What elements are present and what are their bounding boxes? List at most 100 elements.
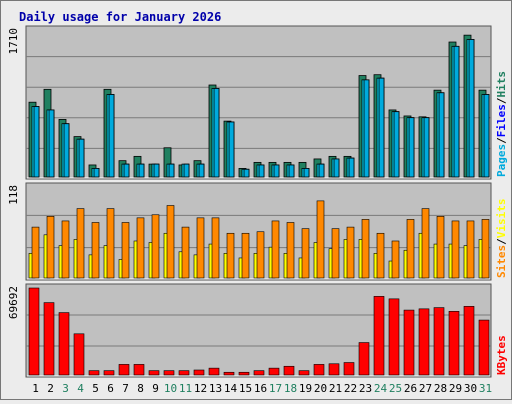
bar-sites-day-5 [91, 222, 100, 279]
bar-kbytes-day-6 [103, 370, 115, 376]
x-tick-label-day-16: 16 [254, 382, 267, 395]
x-axis-day-labels: 1 2 3 4 5 6 7 8 9 10 11 12 13 14 15 16 17 18 19 20 21 22 23 24 2… [32, 382, 492, 395]
bar-pages-day-18 [288, 164, 295, 178]
bar-sites-day-18 [286, 222, 295, 279]
legend-item-1: / [495, 238, 508, 245]
x-tick-label-day-22: 22 [344, 382, 357, 395]
bar-pages-day-6 [108, 94, 115, 178]
bar-pages-day-5 [93, 168, 100, 178]
bar-sites-day-26 [406, 219, 415, 279]
bar-sites-day-30 [466, 220, 475, 279]
bar-pages-day-27 [423, 117, 430, 178]
bar-sites-day-17 [271, 220, 280, 279]
bar-sites-day-2 [46, 216, 55, 279]
y-max-label: 118 [7, 185, 20, 205]
bar-kbytes-day-24 [373, 296, 385, 376]
bar-kbytes-day-8 [133, 364, 145, 376]
chart-title: Daily usage for January 2026 [19, 10, 221, 24]
x-tick-label-day-29: 29 [449, 382, 462, 395]
bar-sites-day-6 [106, 208, 115, 279]
bar-kbytes-day-27 [418, 308, 430, 376]
legend-item-2: Visits [495, 199, 508, 239]
bar-kbytes-day-16 [253, 370, 265, 376]
bar-kbytes-day-17 [268, 367, 280, 376]
bar-pages-day-21 [333, 158, 340, 178]
bar-kbytes-day-7 [118, 364, 130, 376]
x-tick-label-day-6: 6 [107, 382, 114, 395]
bar-pages-day-12 [198, 163, 205, 178]
panel-legend: KBytes [495, 335, 508, 375]
bar-kbytes-day-18 [283, 365, 295, 376]
bar-kbytes-day-10 [163, 370, 175, 376]
bar-kbytes-day-4 [73, 333, 85, 376]
bar-pages-day-15 [243, 168, 250, 178]
bar-pages-day-8 [138, 163, 145, 178]
bar-sites-day-10 [166, 205, 175, 279]
bar-sites-day-9 [151, 214, 160, 279]
bar-pages-day-19 [303, 168, 310, 178]
bar-kbytes-day-26 [403, 309, 415, 376]
y-max-label: 1710 [7, 28, 20, 55]
bar-sites-day-16 [256, 231, 265, 279]
bar-sites-day-20 [316, 200, 325, 279]
legend-item-3: / [495, 97, 508, 104]
x-tick-label-day-12: 12 [194, 382, 207, 395]
bar-kbytes-day-30 [463, 306, 475, 376]
x-tick-label-day-15: 15 [239, 382, 252, 395]
bar-pages-day-1 [33, 106, 40, 178]
x-tick-label-day-4: 4 [77, 382, 84, 395]
bar-kbytes-day-21 [328, 363, 340, 376]
bar-sites-day-27 [421, 208, 430, 279]
bar-pages-day-30 [468, 39, 475, 178]
x-tick-label-day-30: 30 [464, 382, 477, 395]
legend-item-0: Pages [495, 144, 508, 177]
bar-pages-day-20 [318, 163, 325, 178]
x-tick-label-day-21: 21 [329, 382, 342, 395]
bar-kbytes-day-14 [223, 371, 235, 376]
bar-pages-day-4 [78, 138, 85, 178]
x-tick-label-day-17: 17 [269, 382, 282, 395]
bar-pages-day-2 [48, 109, 55, 178]
bar-sites-day-21 [331, 228, 340, 279]
bar-sites-day-8 [136, 217, 145, 279]
bar-kbytes-day-3 [58, 312, 70, 376]
bar-pages-day-28 [438, 92, 445, 178]
panel-legend: Sites/Visits [495, 199, 508, 279]
bar-kbytes-day-12 [193, 369, 205, 376]
x-tick-label-day-3: 3 [62, 382, 69, 395]
bar-pages-day-7 [123, 163, 130, 178]
bar-sites-day-29 [451, 220, 460, 279]
bar-sites-day-19 [301, 228, 310, 279]
x-tick-label-day-1: 1 [32, 382, 39, 395]
bar-kbytes-day-5 [88, 370, 100, 376]
x-tick-label-day-10: 10 [164, 382, 177, 395]
bar-pages-day-11 [183, 163, 190, 178]
bar-kbytes-day-23 [358, 342, 370, 376]
bar-kbytes-day-19 [298, 370, 310, 376]
bar-sites-day-4 [76, 208, 85, 279]
bar-pages-day-29 [453, 45, 460, 178]
x-tick-label-day-8: 8 [137, 382, 144, 395]
bar-kbytes-day-2 [43, 302, 55, 376]
bar-sites-day-31 [481, 219, 490, 279]
bar-pages-day-3 [63, 123, 70, 178]
bar-sites-day-11 [181, 226, 190, 279]
bar-kbytes-day-13 [208, 367, 220, 376]
x-tick-label-day-2: 2 [47, 382, 54, 395]
x-tick-label-day-19: 19 [299, 382, 312, 395]
bar-pages-day-16 [258, 164, 265, 178]
legend-item-1: / [495, 137, 508, 144]
bar-pages-day-13 [213, 88, 220, 178]
bar-sites-day-14 [226, 232, 235, 279]
bar-sites-day-23 [361, 219, 370, 279]
bar-pages-day-24 [378, 77, 385, 178]
bar-pages-day-26 [408, 117, 415, 178]
x-tick-label-day-18: 18 [284, 382, 297, 395]
bar-kbytes-day-20 [313, 364, 325, 376]
bar-pages-day-14 [228, 121, 235, 178]
x-tick-label-day-27: 27 [419, 382, 432, 395]
x-tick-label-day-24: 24 [374, 382, 388, 395]
bar-kbytes-day-25 [388, 298, 400, 376]
